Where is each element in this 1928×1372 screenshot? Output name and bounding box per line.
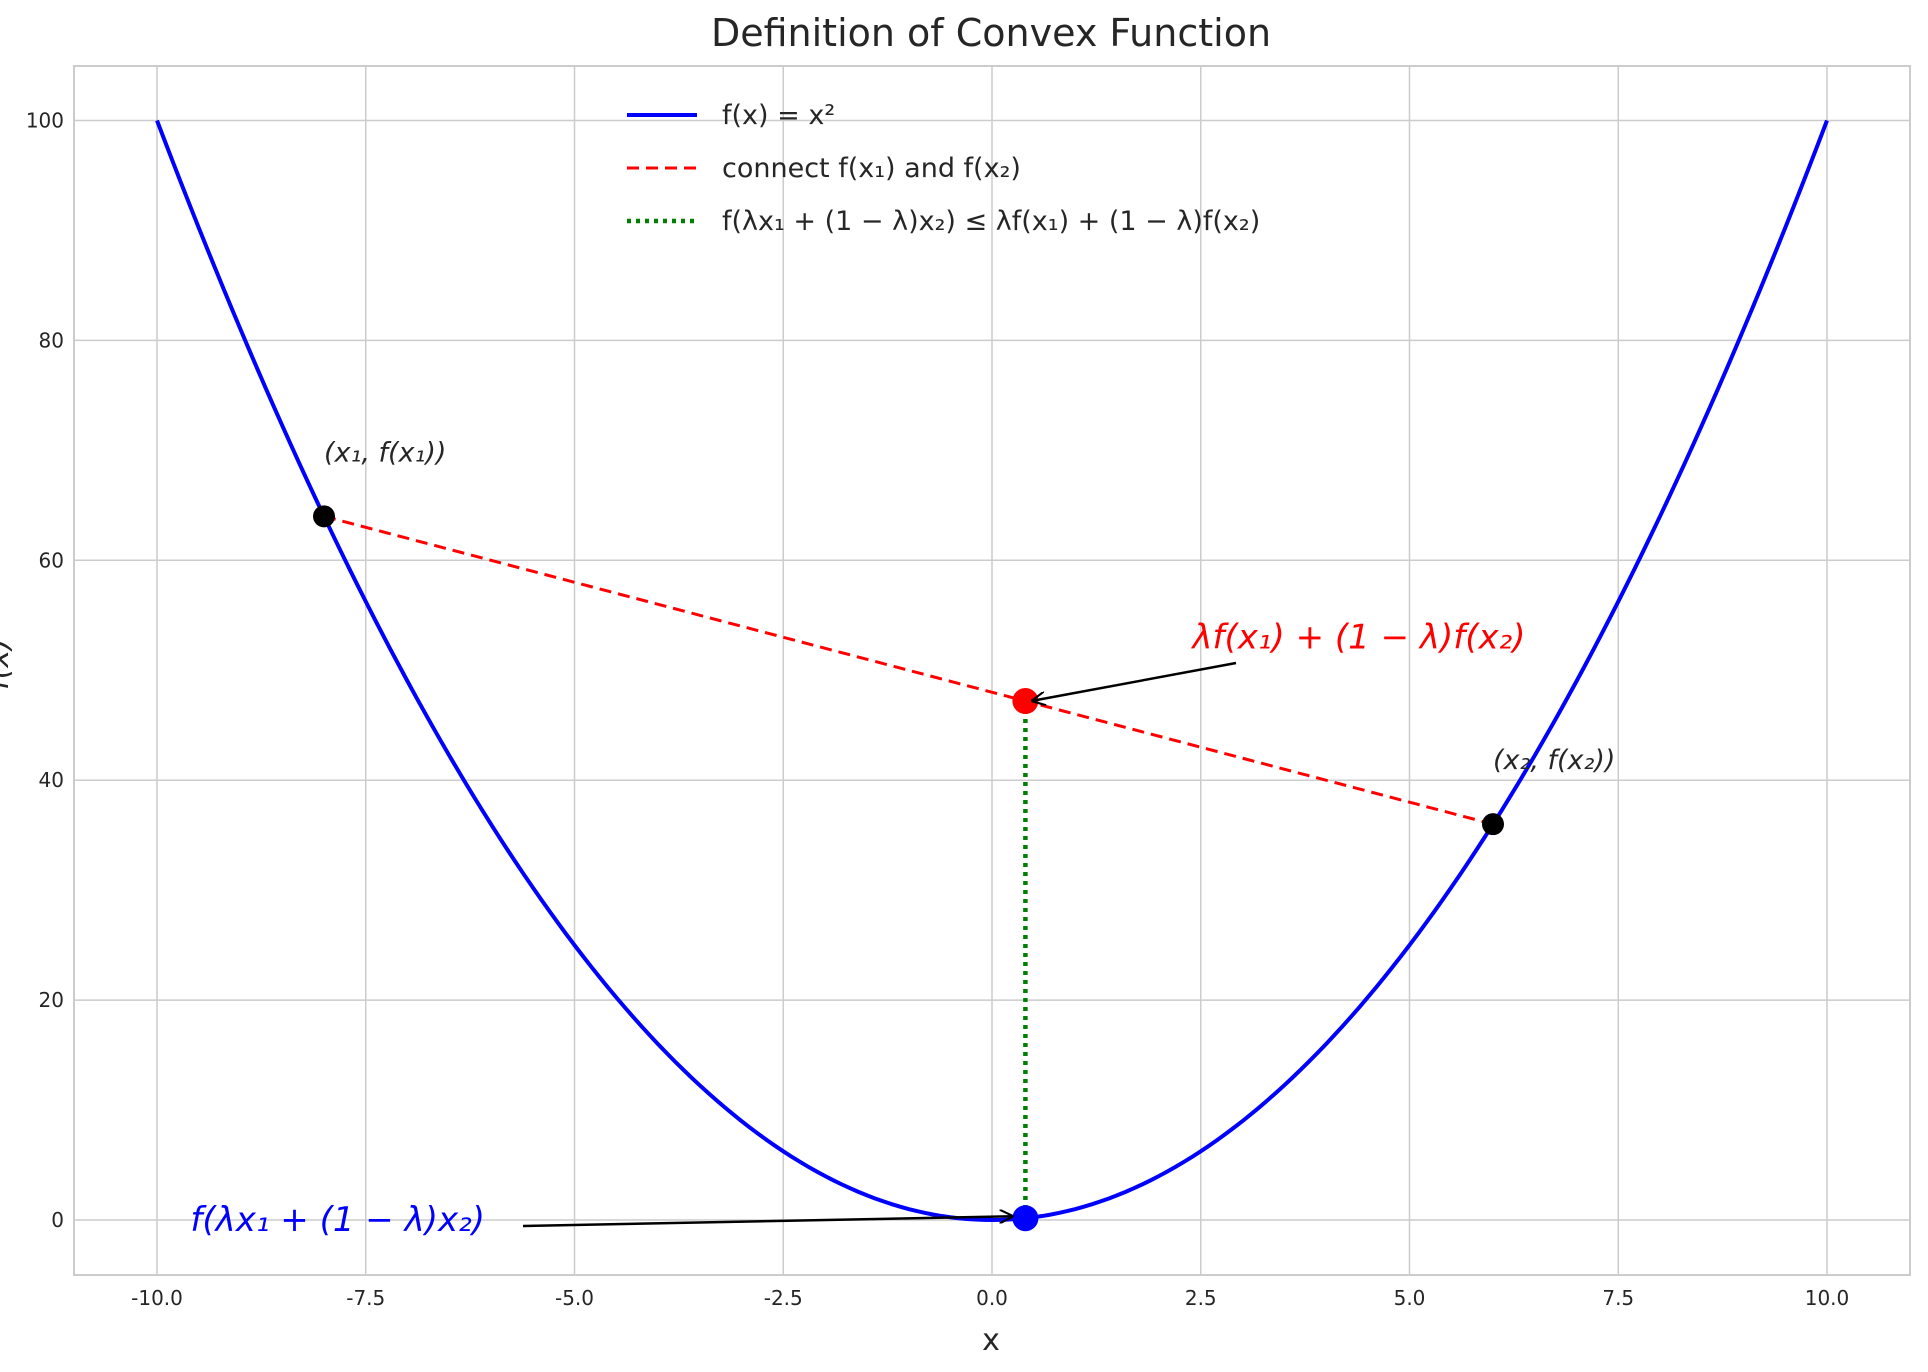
annotation-arrow-2 xyxy=(1031,661,1237,701)
series-line-0 xyxy=(155,119,1829,1223)
x-tick-label: 7.5 xyxy=(1602,1286,1634,1310)
grid xyxy=(74,66,1910,1275)
legend-label-0: f(x) = x² xyxy=(722,100,835,131)
annotation-arrow-3 xyxy=(522,1216,1013,1228)
x-tick-label: 5.0 xyxy=(1394,1286,1426,1310)
markers xyxy=(313,505,1504,1232)
annotation-label-1: (x₂, f(x₂)) xyxy=(1493,745,1615,776)
y-tick-label: 60 xyxy=(39,548,64,572)
chart-title: Definition of Convex Function xyxy=(711,11,1271,55)
y-tick-label: 80 xyxy=(39,328,64,352)
x-tick-label: -5.0 xyxy=(555,1286,594,1310)
data-point xyxy=(313,505,335,528)
x-tick-label: 10.0 xyxy=(1805,1286,1850,1310)
legend: f(x) = x² connect f(x₁) and f(x₂) f(λx₁ + … xyxy=(627,100,1260,237)
data-point xyxy=(1482,813,1504,836)
x-axis-label: x xyxy=(982,1323,1000,1358)
legend-label-2: f(λx₁ + (1 − λ)x₂) ≤ λf(x₁) + (1 − λ)f(x… xyxy=(722,206,1260,237)
plot-frame xyxy=(73,65,1911,1276)
x-tick-label: 0.0 xyxy=(976,1286,1008,1310)
y-tick-label: 40 xyxy=(39,768,64,792)
y-tick-label: 20 xyxy=(39,988,64,1012)
annotation-label-3: f(λx₁ + (1 − λ)x₂) xyxy=(190,1200,485,1240)
x-tick-label: 2.5 xyxy=(1185,1286,1217,1310)
y-tick-label: 0 xyxy=(51,1208,64,1232)
x-tick-label: -10.0 xyxy=(131,1286,183,1310)
series xyxy=(155,119,1829,1223)
x-tick-label: -7.5 xyxy=(346,1286,385,1310)
series-line-1 xyxy=(323,514,1494,826)
data-point xyxy=(1012,1205,1039,1232)
y-axis-label: f(x) xyxy=(0,638,16,690)
legend-label-1: connect f(x₁) and f(x₂) xyxy=(722,153,1021,184)
annotation-label-0: (x₁, f(x₁)) xyxy=(324,437,446,468)
y-tick-label: 100 xyxy=(26,109,64,133)
ticks: -10.0 -7.5 -5.0 -2.5 0.0 2.5 5.0 7.5 10.0 0 20 40 60… xyxy=(26,109,1849,1311)
annotation-label-2: λf(x₁) + (1 − λ)f(x₂) xyxy=(1190,617,1525,657)
x-tick-label: -2.5 xyxy=(764,1286,803,1310)
annotations: (x₁, f(x₁)) (x₂, f(x₂)) λf(x₁) + (1 − λ)f(… xyxy=(190,437,1615,1240)
